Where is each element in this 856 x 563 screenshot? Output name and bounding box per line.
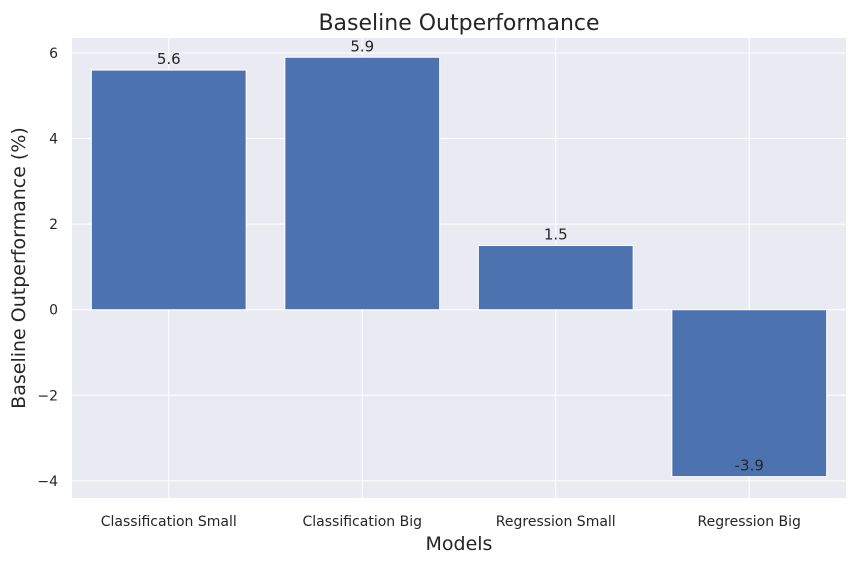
y-tick-label: 2 (49, 217, 58, 233)
y-axis-label: Baseline Outperformance (%) (8, 127, 30, 409)
x-axis-label: Models (426, 533, 493, 555)
bars (90, 56, 828, 478)
y-tick-label: −2 (37, 388, 58, 404)
y-tick-label: −4 (37, 474, 58, 490)
bar-value-label: -3.9 (735, 457, 764, 475)
x-axis-ticks: Classification Small Classification Big Re… (101, 514, 801, 530)
x-tick-label: Classification Big (303, 514, 422, 530)
y-tick-label: 0 (49, 303, 58, 319)
x-tick-label: Regression Big (698, 514, 801, 530)
x-tick-label: Classification Small (101, 514, 237, 530)
y-axis-ticks: −4 −2 0 2 4 6 (37, 46, 58, 490)
data-labels: 5.6 5.9 1.5 -3.9 (157, 37, 764, 474)
bar (477, 245, 634, 311)
x-tick-label: Regression Small (496, 514, 616, 530)
bar-value-label: 5.9 (350, 37, 374, 55)
y-tick-label: 4 (49, 132, 58, 148)
bar-value-label: 5.6 (157, 50, 181, 68)
bar (90, 69, 247, 311)
y-tick-label: 6 (49, 46, 58, 62)
bar-value-label: 1.5 (544, 226, 568, 244)
chart-title: Baseline Outperformance (318, 11, 599, 36)
bar (671, 309, 828, 478)
bar (284, 56, 441, 311)
